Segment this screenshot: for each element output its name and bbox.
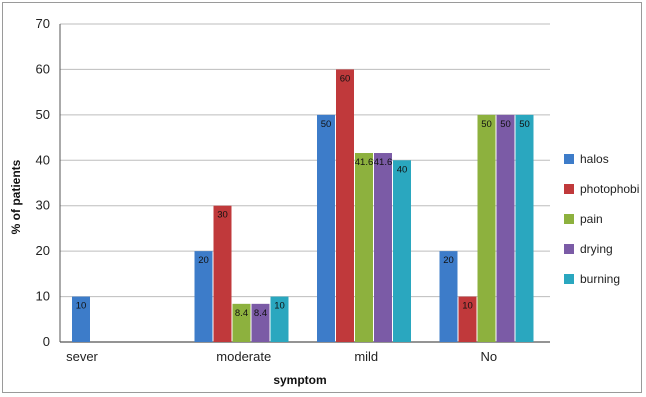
legend-swatch-drying xyxy=(564,244,574,254)
bars xyxy=(72,69,534,342)
legend-label-burning: burning xyxy=(580,272,620,286)
bar-pain-mild xyxy=(355,153,373,342)
data-label: 50 xyxy=(481,119,492,130)
x-tick-label: sever xyxy=(66,349,98,364)
x-axis-title: symptom xyxy=(273,373,326,387)
gridlines xyxy=(59,23,550,343)
legend-label-photophobi: photophobi xyxy=(580,182,639,196)
data-label: 50 xyxy=(321,119,332,130)
bar-photophobi-mild xyxy=(336,69,354,342)
data-label: 41.6 xyxy=(355,157,374,168)
bar-burning-No xyxy=(515,114,534,342)
data-label: 40 xyxy=(397,164,408,175)
data-label: 41.6 xyxy=(374,157,393,168)
data-label: 60 xyxy=(340,73,351,84)
y-tick-label: 30 xyxy=(36,198,50,213)
y-tick-label: 40 xyxy=(36,152,50,167)
y-tick-label: 0 xyxy=(43,334,50,349)
data-label: 20 xyxy=(198,255,209,266)
data-label: 8.4 xyxy=(254,308,267,319)
data-labels: 10 20 30 8.4 8.4 10 50 60 41.6 41.6 40 20 10 50 50 50 xyxy=(76,73,530,318)
bar-drying-moderate xyxy=(251,303,270,342)
x-tick-label: mild xyxy=(354,349,378,364)
y-tick-label: 20 xyxy=(36,243,50,258)
data-label: 10 xyxy=(76,301,87,312)
y-axis-title: % of patients xyxy=(9,159,23,234)
x-tick-label: No xyxy=(480,349,497,364)
y-tick-label: 50 xyxy=(36,107,50,122)
bar-photophobi-No xyxy=(458,296,477,342)
legend-label-drying: drying xyxy=(580,242,613,256)
legend-label-pain: pain xyxy=(580,212,603,226)
bar-photophobi-moderate xyxy=(213,205,232,342)
bar-halos-moderate xyxy=(194,251,213,342)
data-label: 10 xyxy=(274,301,285,312)
y-tick-label: 70 xyxy=(36,16,50,31)
data-label: 8.4 xyxy=(235,308,248,319)
bar-drying-mild xyxy=(374,153,392,342)
bar-pain-moderate xyxy=(232,303,251,342)
category-labels: sever moderate mild No xyxy=(66,349,497,364)
bar-drying-No xyxy=(496,114,515,342)
data-label: 10 xyxy=(462,301,473,312)
data-label: 50 xyxy=(500,119,511,130)
y-tick-labels: 0 10 20 30 40 50 60 70 xyxy=(36,16,50,349)
data-label: 30 xyxy=(217,210,228,221)
legend-swatch-photophobi xyxy=(564,184,574,194)
y-tick-label: 10 xyxy=(36,289,50,304)
y-tick-label: 60 xyxy=(36,61,50,76)
bar-halos-No xyxy=(439,251,458,342)
bar-halos-sever xyxy=(72,296,90,342)
legend-label-halos: halos xyxy=(580,152,609,166)
data-label: 20 xyxy=(443,255,454,266)
legend: halos photophobi pain drying burning xyxy=(564,152,639,286)
data-label: 50 xyxy=(519,119,530,130)
bar-halos-mild xyxy=(317,114,335,342)
bar-burning-mild xyxy=(393,160,411,342)
legend-swatch-halos xyxy=(564,154,574,164)
legend-swatch-pain xyxy=(564,214,574,224)
bar-burning-moderate xyxy=(270,296,289,342)
legend-swatch-burning xyxy=(564,274,574,284)
x-tick-label: moderate xyxy=(216,349,271,364)
bar-pain-No xyxy=(477,114,496,342)
